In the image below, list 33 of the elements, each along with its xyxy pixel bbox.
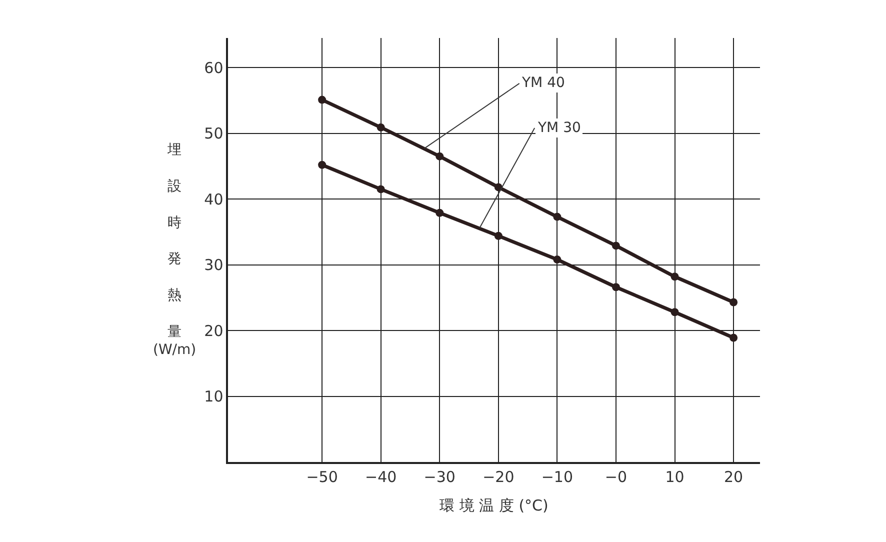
x-tick-label: −50: [306, 468, 338, 486]
y-tick-label: 30: [204, 256, 224, 274]
x-tick-label: −10: [541, 468, 574, 486]
x-tick-label: −40: [365, 468, 397, 486]
y-tick-label: 60: [204, 58, 224, 77]
point: [553, 256, 562, 264]
point: [553, 212, 562, 221]
x-tick-label: 20: [724, 468, 744, 486]
x-tick-label: 10: [665, 468, 684, 486]
point: [436, 152, 444, 160]
point: [376, 123, 385, 132]
point: [670, 308, 679, 316]
x-tick-label: −0: [604, 468, 628, 486]
y-tick-label: 40: [204, 190, 224, 208]
point: [436, 208, 444, 217]
x-tick-label: −30: [424, 468, 456, 486]
y-tick-label: 50: [204, 124, 224, 143]
point: [670, 272, 679, 281]
y-tick-label: 10: [204, 388, 224, 406]
point: [376, 185, 385, 194]
x-tick-label: −20: [482, 468, 514, 486]
point: [318, 96, 326, 104]
y-tick-label: 20: [204, 322, 224, 340]
point: [612, 242, 620, 250]
point: [730, 334, 738, 342]
x-axis-title: 環 境 温 度 (°C): [440, 496, 548, 514]
point: [730, 298, 738, 306]
point: [494, 232, 502, 240]
annotation: YM 30: [537, 120, 581, 136]
point: [612, 283, 620, 292]
point: [318, 160, 326, 169]
annotation: YM 40: [521, 75, 565, 91]
text: 埋設時発熱量 (W/m): [153, 142, 196, 358]
